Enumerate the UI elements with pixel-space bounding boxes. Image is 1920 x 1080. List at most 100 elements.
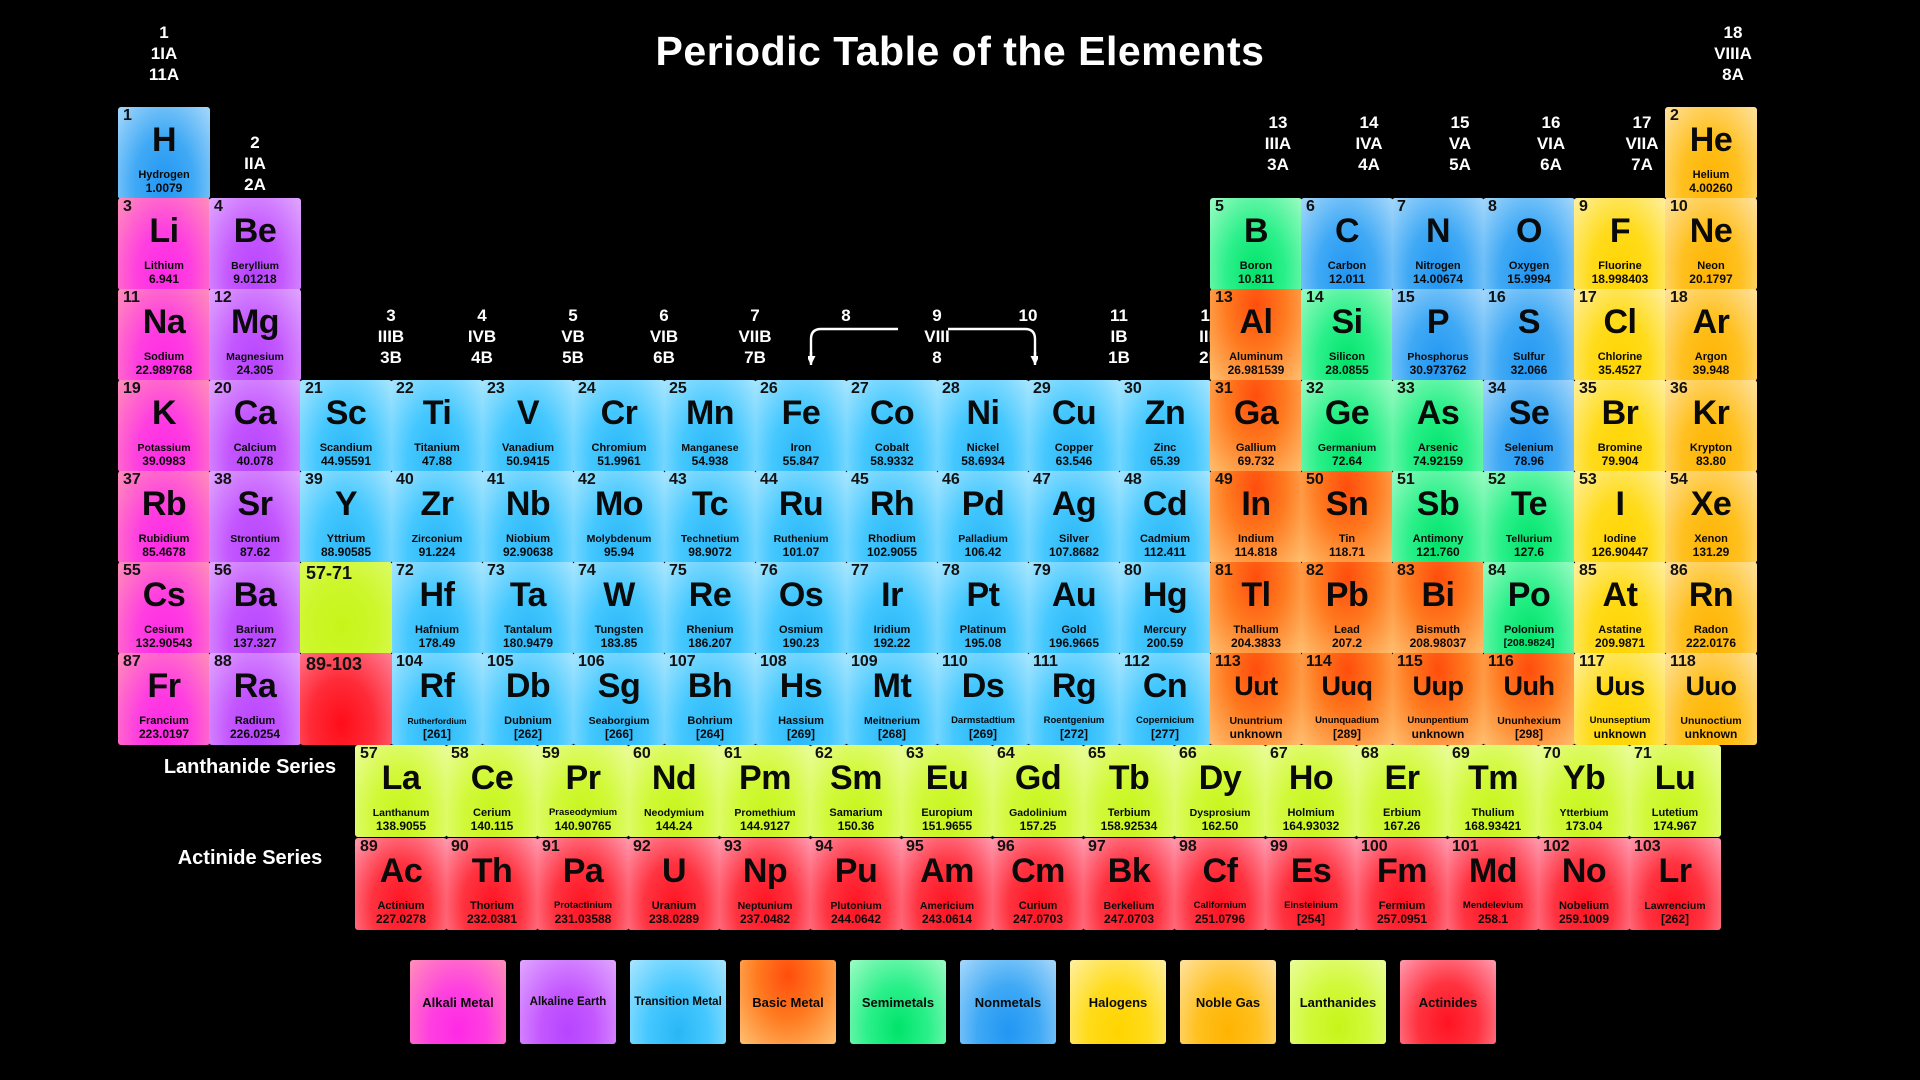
element-cell-uus[interactable]: 117 Uus Ununseptium unknown (1574, 653, 1666, 745)
element-cell-ne[interactable]: 10 Ne Neon 20.1797 (1665, 198, 1757, 290)
element-cell-cl[interactable]: 17 Cl Chlorine 35.4527 (1574, 289, 1666, 381)
element-cell-ta[interactable]: 73 Ta Tantalum 180.9479 (482, 562, 574, 654)
element-cell-pd[interactable]: 46 Pd Palladium 106.42 (937, 471, 1029, 563)
element-cell-mo[interactable]: 42 Mo Molybdenum 95.94 (573, 471, 665, 563)
element-cell-uuh[interactable]: 116 Uuh Ununhexium [298] (1483, 653, 1575, 745)
element-cell-p[interactable]: 15 P Phosphorus 30.973762 (1392, 289, 1484, 381)
element-cell-uuq[interactable]: 114 Uuq Ununquadium [289] (1301, 653, 1393, 745)
element-cell-pb[interactable]: 82 Pb Lead 207.2 (1301, 562, 1393, 654)
element-cell-ir[interactable]: 77 Ir Iridium 192.22 (846, 562, 938, 654)
element-cell-gd[interactable]: 64 Gd Gadolinium 157.25 (992, 745, 1084, 837)
element-cell-c[interactable]: 6 C Carbon 12.011 (1301, 198, 1393, 290)
element-cell-mn[interactable]: 25 Mn Manganese 54.938 (664, 380, 756, 472)
element-cell-md[interactable]: 101 Md Mendelevium 258.1 (1447, 838, 1539, 930)
element-cell-hf[interactable]: 72 Hf Hafnium 178.49 (391, 562, 483, 654)
element-cell-rf[interactable]: 104 Rf Rutherfordium [261] (391, 653, 483, 745)
element-cell-er[interactable]: 68 Er Erbium 167.26 (1356, 745, 1448, 837)
element-cell-ga[interactable]: 31 Ga Gallium 69.732 (1210, 380, 1302, 472)
legend-item-alkaline[interactable]: Alkaline Earth (520, 960, 616, 1044)
legend-item-actinide[interactable]: Actinides (1400, 960, 1496, 1044)
element-cell-tl[interactable]: 81 Tl Thallium 204.3833 (1210, 562, 1302, 654)
element-cell-pm[interactable]: 61 Pm Promethium 144.9127 (719, 745, 811, 837)
element-cell-th[interactable]: 90 Th Thorium 232.0381 (446, 838, 538, 930)
legend-item-nonmetal[interactable]: Nonmetals (960, 960, 1056, 1044)
element-cell-re[interactable]: 75 Re Rhenium 186.207 (664, 562, 756, 654)
element-cell-ti[interactable]: 22 Ti Titanium 47.88 (391, 380, 483, 472)
element-cell-br[interactable]: 35 Br Bromine 79.904 (1574, 380, 1666, 472)
element-cell-be[interactable]: 4 Be Beryllium 9.01218 (209, 198, 301, 290)
element-cell-sn[interactable]: 50 Sn Tin 118.71 (1301, 471, 1393, 563)
element-cell-cm[interactable]: 96 Cm Curium 247.0703 (992, 838, 1084, 930)
series-placeholder-89-103[interactable]: 89-103 (300, 653, 392, 745)
element-cell-am[interactable]: 95 Am Americium 243.0614 (901, 838, 993, 930)
element-cell-np[interactable]: 93 Np Neptunium 237.0482 (719, 838, 811, 930)
element-cell-mg[interactable]: 12 Mg Magnesium 24.305 (209, 289, 301, 381)
element-cell-u[interactable]: 92 U Uranium 238.0289 (628, 838, 720, 930)
element-cell-lu[interactable]: 71 Lu Lutetium 174.967 (1629, 745, 1721, 837)
element-cell-ge[interactable]: 32 Ge Germanium 72.64 (1301, 380, 1393, 472)
element-cell-kr[interactable]: 36 Kr Krypton 83.80 (1665, 380, 1757, 472)
element-cell-li[interactable]: 3 Li Lithium 6.941 (118, 198, 210, 290)
element-cell-uut[interactable]: 113 Uut Ununtrium unknown (1210, 653, 1302, 745)
element-cell-ba[interactable]: 56 Ba Barium 137.327 (209, 562, 301, 654)
element-cell-ca[interactable]: 20 Ca Calcium 40.078 (209, 380, 301, 472)
element-cell-ho[interactable]: 67 Ho Holmium 164.93032 (1265, 745, 1357, 837)
element-cell-s[interactable]: 16 S Sulfur 32.066 (1483, 289, 1575, 381)
element-cell-db[interactable]: 105 Db Dubnium [262] (482, 653, 574, 745)
element-cell-sg[interactable]: 106 Sg Seaborgium [266] (573, 653, 665, 745)
element-cell-pr[interactable]: 59 Pr Praseodymium 140.90765 (537, 745, 629, 837)
element-cell-tb[interactable]: 65 Tb Terbium 158.92534 (1083, 745, 1175, 837)
element-cell-au[interactable]: 79 Au Gold 196.9665 (1028, 562, 1120, 654)
legend-item-alkali[interactable]: Alkali Metal (410, 960, 506, 1044)
element-cell-b[interactable]: 5 B Boron 10.811 (1210, 198, 1302, 290)
element-cell-he[interactable]: 2 He Helium 4.00260 (1665, 107, 1757, 199)
series-placeholder-57-71[interactable]: 57-71 (300, 562, 392, 654)
element-cell-cu[interactable]: 29 Cu Copper 63.546 (1028, 380, 1120, 472)
element-cell-bk[interactable]: 97 Bk Berkelium 247.0703 (1083, 838, 1175, 930)
element-cell-fm[interactable]: 100 Fm Fermium 257.0951 (1356, 838, 1448, 930)
element-cell-k[interactable]: 19 K Potassium 39.0983 (118, 380, 210, 472)
element-cell-rb[interactable]: 37 Rb Rubidium 85.4678 (118, 471, 210, 563)
element-cell-nd[interactable]: 60 Nd Neodymium 144.24 (628, 745, 720, 837)
element-cell-ac[interactable]: 89 Ac Actinium 227.0278 (355, 838, 447, 930)
element-cell-ni[interactable]: 28 Ni Nickel 58.6934 (937, 380, 1029, 472)
legend-item-halogen[interactable]: Halogens (1070, 960, 1166, 1044)
element-cell-bh[interactable]: 107 Bh Bohrium [264] (664, 653, 756, 745)
element-cell-n[interactable]: 7 N Nitrogen 14.00674 (1392, 198, 1484, 290)
element-cell-at[interactable]: 85 At Astatine 209.9871 (1574, 562, 1666, 654)
element-cell-dy[interactable]: 66 Dy Dysprosium 162.50 (1174, 745, 1266, 837)
element-cell-f[interactable]: 9 F Fluorine 18.998403 (1574, 198, 1666, 290)
element-cell-sb[interactable]: 51 Sb Antimony 121.760 (1392, 471, 1484, 563)
element-cell-cf[interactable]: 98 Cf Californium 251.0796 (1174, 838, 1266, 930)
element-cell-os[interactable]: 76 Os Osmium 190.23 (755, 562, 847, 654)
element-cell-v[interactable]: 23 V Vanadium 50.9415 (482, 380, 574, 472)
element-cell-sr[interactable]: 38 Sr Strontium 87.62 (209, 471, 301, 563)
legend-item-lanthanide[interactable]: Lanthanides (1290, 960, 1386, 1044)
legend-item-noble[interactable]: Noble Gas (1180, 960, 1276, 1044)
legend-item-transition[interactable]: Transition Metal (630, 960, 726, 1044)
element-cell-fe[interactable]: 26 Fe Iron 55.847 (755, 380, 847, 472)
element-cell-co[interactable]: 27 Co Cobalt 58.9332 (846, 380, 938, 472)
element-cell-po[interactable]: 84 Po Polonium [208.9824] (1483, 562, 1575, 654)
element-cell-se[interactable]: 34 Se Selenium 78.96 (1483, 380, 1575, 472)
element-cell-sm[interactable]: 62 Sm Samarium 150.36 (810, 745, 902, 837)
element-cell-ag[interactable]: 47 Ag Silver 107.8682 (1028, 471, 1120, 563)
element-cell-uup[interactable]: 115 Uup Ununpentium unknown (1392, 653, 1484, 745)
element-cell-cr[interactable]: 24 Cr Chromium 51.9961 (573, 380, 665, 472)
element-cell-ar[interactable]: 18 Ar Argon 39.948 (1665, 289, 1757, 381)
element-cell-es[interactable]: 99 Es Einsteinium [254] (1265, 838, 1357, 930)
element-cell-rn[interactable]: 86 Rn Radon 222.0176 (1665, 562, 1757, 654)
element-cell-as[interactable]: 33 As Arsenic 74.92159 (1392, 380, 1484, 472)
element-cell-sc[interactable]: 21 Sc Scandium 44.95591 (300, 380, 392, 472)
element-cell-al[interactable]: 13 Al Aluminum 26.981539 (1210, 289, 1302, 381)
element-cell-mt[interactable]: 109 Mt Meitnerium [268] (846, 653, 938, 745)
element-cell-ra[interactable]: 88 Ra Radium 226.0254 (209, 653, 301, 745)
element-cell-ds[interactable]: 110 Ds Darmstadtium [269] (937, 653, 1029, 745)
element-cell-la[interactable]: 57 La Lanthanum 138.9055 (355, 745, 447, 837)
element-cell-no[interactable]: 102 No Nobelium 259.1009 (1538, 838, 1630, 930)
element-cell-pa[interactable]: 91 Pa Protactinium 231.03588 (537, 838, 629, 930)
legend-item-semimetal[interactable]: Semimetals (850, 960, 946, 1044)
element-cell-pu[interactable]: 94 Pu Plutonium 244.0642 (810, 838, 902, 930)
element-cell-w[interactable]: 74 W Tungsten 183.85 (573, 562, 665, 654)
element-cell-eu[interactable]: 63 Eu Europium 151.9655 (901, 745, 993, 837)
